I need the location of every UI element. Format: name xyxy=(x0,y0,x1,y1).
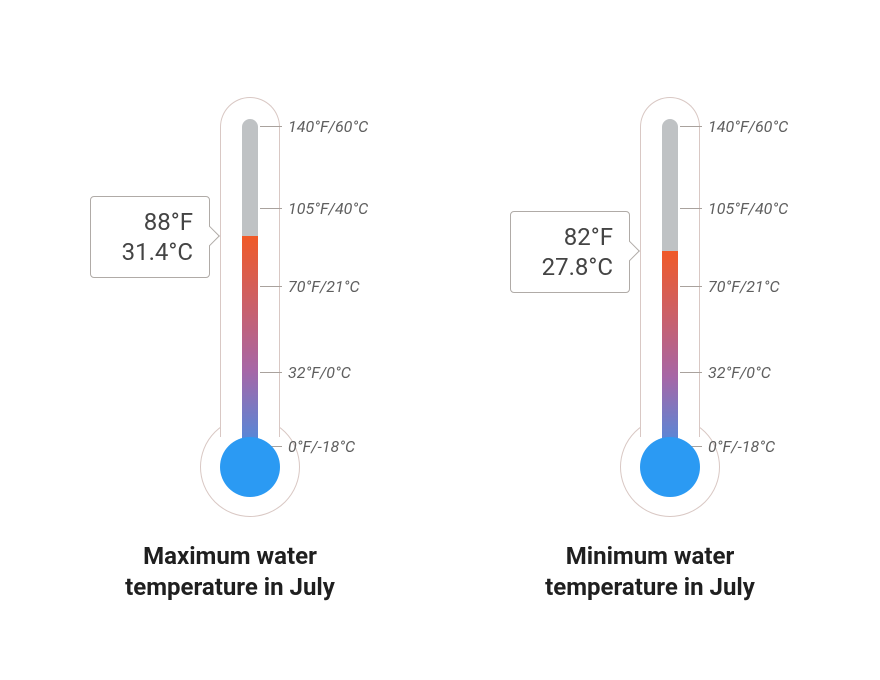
scale-tick-row: 140°F/60°C xyxy=(260,117,368,136)
callout-fahrenheit: 82°F xyxy=(527,222,613,252)
thermometer-tube xyxy=(662,119,678,459)
scale-tick-label: 32°F/0°C xyxy=(708,363,771,382)
scale-tick-row: 105°F/40°C xyxy=(680,199,788,218)
callout-pointer xyxy=(200,226,220,246)
scale-tick-label: 32°F/0°C xyxy=(288,363,351,382)
scale-tick-label: 105°F/40°C xyxy=(288,199,368,218)
scale-tick-label: 70°F/21°C xyxy=(288,277,360,296)
callout-pointer xyxy=(620,241,640,261)
scale-tick-label: 105°F/40°C xyxy=(708,199,788,218)
caption-line-1: Maximum water xyxy=(125,541,335,572)
scale-tick-label: 140°F/60°C xyxy=(708,117,788,136)
thermometer-min-panel: 140°F/60°C 105°F/40°C 70°F/21°C 32°F/0°C 0°F… xyxy=(480,77,820,603)
caption-line-1: Minimum water xyxy=(545,541,755,572)
thermometer-max-panel: 140°F/60°C 105°F/40°C 70°F/21°C 32°F/0°C 0°F… xyxy=(60,77,400,603)
scale-tick-line xyxy=(680,126,702,127)
thermometer-caption: Minimum water temperature in July xyxy=(545,541,755,603)
callout-fahrenheit: 88°F xyxy=(107,207,193,237)
scale-tick-row: 105°F/40°C xyxy=(260,199,368,218)
thermometer-tube-empty xyxy=(662,119,678,251)
scale-tick-row: 70°F/21°C xyxy=(680,277,780,296)
temperature-callout: 88°F 31.4°C xyxy=(90,196,210,278)
thermometer-min: 140°F/60°C 105°F/40°C 70°F/21°C 32°F/0°C 0°F… xyxy=(480,77,820,517)
scale-tick-line xyxy=(260,286,282,287)
thermometer-tube-empty xyxy=(242,119,258,236)
scale-tick-line xyxy=(680,286,702,287)
thermometer-tube xyxy=(242,119,258,459)
temperature-callout: 82°F 27.8°C xyxy=(510,211,630,293)
caption-line-2: temperature in July xyxy=(125,572,335,603)
scale-tick-label: 0°F/-18°C xyxy=(708,437,775,456)
thermometer-caption: Maximum water temperature in July xyxy=(125,541,335,603)
scale-tick-label: 0°F/-18°C xyxy=(288,437,355,456)
scale-tick-label: 140°F/60°C xyxy=(288,117,368,136)
scale-tick-line xyxy=(260,126,282,127)
scale-tick-line xyxy=(680,208,702,209)
scale-tick-row: 32°F/0°C xyxy=(680,363,771,382)
scale-tick-row: 70°F/21°C xyxy=(260,277,360,296)
scale-tick-line xyxy=(680,372,702,373)
scale-tick-line xyxy=(260,372,282,373)
scale-tick-label: 70°F/21°C xyxy=(708,277,780,296)
scale-tick-line xyxy=(260,208,282,209)
scale-tick-row: 140°F/60°C xyxy=(680,117,788,136)
caption-line-2: temperature in July xyxy=(545,572,755,603)
thermometer-bulb xyxy=(220,437,280,497)
callout-celsius: 31.4°C xyxy=(107,237,193,267)
thermometer-bulb xyxy=(640,437,700,497)
scale-tick-row: 32°F/0°C xyxy=(260,363,351,382)
thermometer-max: 140°F/60°C 105°F/40°C 70°F/21°C 32°F/0°C 0°F… xyxy=(60,77,400,517)
callout-celsius: 27.8°C xyxy=(527,252,613,282)
